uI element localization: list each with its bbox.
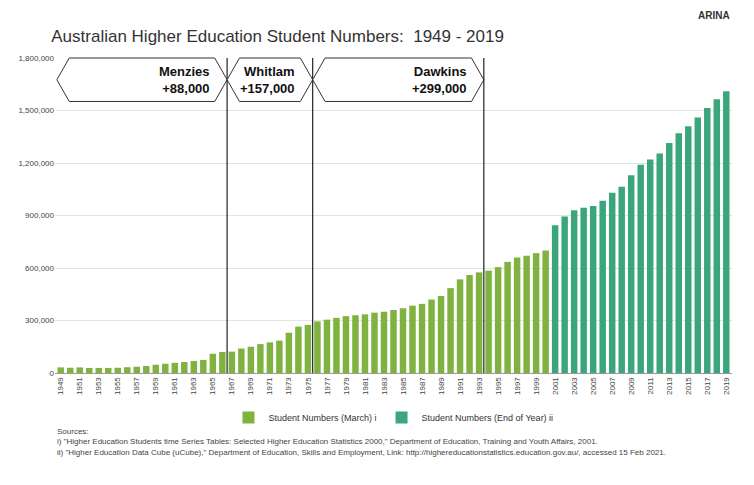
svg-text:Student Numbers (End of Year): Student Numbers (End of Year) ii	[422, 413, 554, 423]
svg-text:1973: 1973	[285, 377, 294, 395]
svg-text:1991: 1991	[456, 377, 465, 395]
svg-text:1989: 1989	[437, 377, 446, 395]
svg-text:2013: 2013	[665, 377, 674, 395]
svg-text:2019: 2019	[722, 377, 731, 395]
svg-text:1957: 1957	[132, 377, 141, 395]
svg-text:1983: 1983	[380, 377, 389, 395]
svg-text:1977: 1977	[323, 377, 332, 395]
svg-text:2003: 2003	[570, 377, 579, 395]
svg-text:2007: 2007	[608, 377, 617, 395]
svg-text:Whitlam+157,000: Whitlam+157,000	[240, 64, 295, 96]
svg-text:300,000: 300,000	[25, 316, 54, 325]
svg-text:1963: 1963	[189, 377, 198, 395]
svg-text:1971: 1971	[265, 377, 274, 395]
svg-text:1997: 1997	[513, 377, 522, 395]
svg-text:1969: 1969	[246, 377, 255, 395]
svg-text:1985: 1985	[399, 377, 408, 395]
svg-text:2011: 2011	[646, 377, 655, 395]
svg-text:1,800,000: 1,800,000	[18, 54, 54, 63]
svg-text:1,500,000: 1,500,000	[18, 106, 54, 115]
svg-text:2017: 2017	[703, 377, 712, 395]
svg-text:1987: 1987	[418, 377, 427, 395]
svg-text:1961: 1961	[170, 377, 179, 395]
svg-text:1951: 1951	[75, 377, 84, 395]
svg-text:2009: 2009	[627, 377, 636, 395]
svg-text:1949: 1949	[56, 377, 65, 395]
svg-text:1967: 1967	[227, 377, 236, 395]
svg-text:0: 0	[50, 369, 55, 378]
svg-text:1981: 1981	[361, 377, 370, 395]
svg-text:1965: 1965	[208, 377, 217, 395]
svg-text:2005: 2005	[589, 377, 598, 395]
svg-text:1999: 1999	[532, 377, 541, 395]
svg-text:1959: 1959	[151, 377, 160, 395]
svg-text:1975: 1975	[304, 377, 313, 395]
svg-text:Dawkins+299,000: Dawkins+299,000	[412, 64, 467, 96]
svg-text:1995: 1995	[494, 377, 503, 395]
svg-text:Student Numbers (March) i: Student Numbers (March) i	[269, 413, 377, 423]
svg-text:2001: 2001	[551, 377, 560, 395]
svg-text:ARINA: ARINA	[698, 10, 730, 21]
svg-text:1955: 1955	[113, 377, 122, 395]
svg-text:1,200,000: 1,200,000	[18, 159, 54, 168]
svg-text:600,000: 600,000	[25, 264, 54, 273]
svg-text:Menzies+88,000: Menzies+88,000	[159, 64, 210, 96]
svg-text:1993: 1993	[475, 377, 484, 395]
svg-text:1953: 1953	[94, 377, 103, 395]
svg-text:Australian Higher Education St: Australian Higher Education Student Numb…	[51, 27, 504, 46]
svg-text:Sources:i) "Higher Education S: Sources:i) "Higher Education Students ti…	[57, 427, 666, 457]
svg-text:900,000: 900,000	[25, 211, 54, 220]
svg-text:2015: 2015	[684, 377, 693, 395]
svg-text:1979: 1979	[342, 377, 351, 395]
